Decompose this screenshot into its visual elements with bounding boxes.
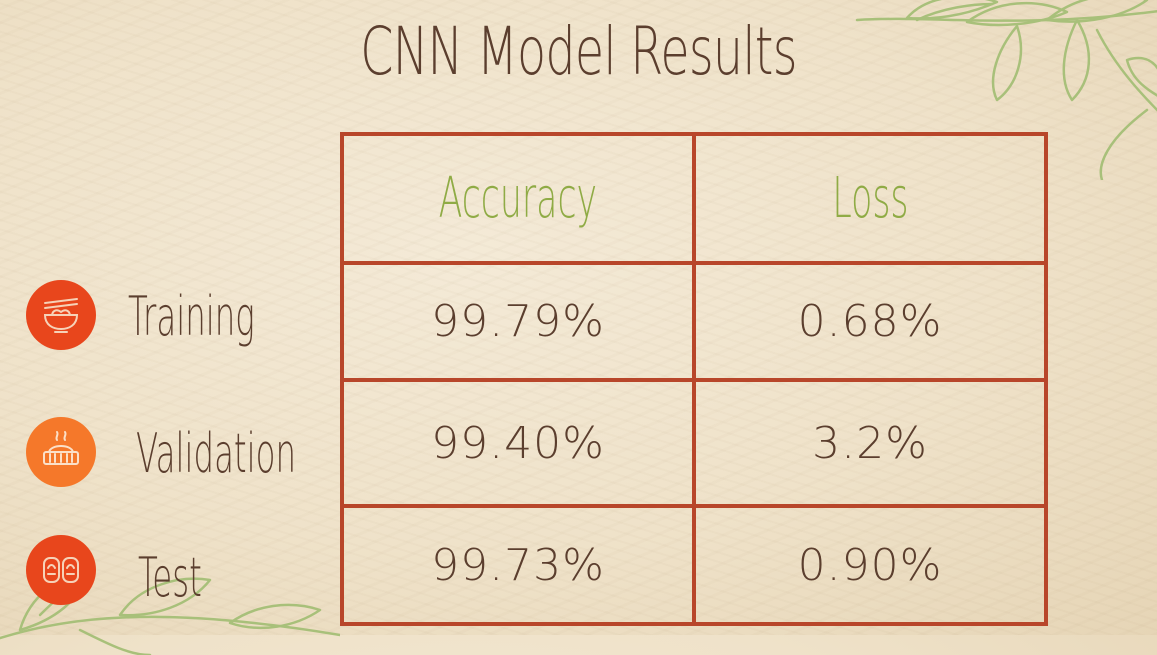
table-cell: 0.68% <box>696 265 1044 378</box>
validation-loss: 3.2% <box>812 417 928 469</box>
header-cell-accuracy: Accuracy <box>344 136 692 261</box>
row-label-training: Training <box>128 284 255 348</box>
slide-title: CNN Model Results <box>360 13 797 90</box>
training-loss: 0.68% <box>797 296 943 347</box>
results-table: Accuracy Loss 99.79% 0.68% 99.40% 3.2% 9… <box>340 132 1048 626</box>
table-cell: 0.90% <box>696 508 1044 622</box>
validation-accuracy: 99.40% <box>431 417 605 469</box>
row-label-test: Test <box>138 545 202 609</box>
header-cell-loss: Loss <box>696 136 1044 261</box>
test-accuracy: 99.73% <box>431 539 605 591</box>
dumpling-basket-icon <box>26 417 96 487</box>
noodle-bowl-icon <box>26 280 96 350</box>
table-cell: 99.73% <box>344 508 692 622</box>
table-row-divider <box>340 378 1048 382</box>
table-cell: 99.79% <box>344 265 692 378</box>
table-row-divider <box>340 261 1048 265</box>
parchment-background <box>0 0 1157 635</box>
row-label-validation: Validation <box>136 421 296 485</box>
header-accuracy: Accuracy <box>438 166 598 231</box>
table-row-divider <box>340 504 1048 508</box>
training-accuracy: 99.79% <box>431 296 605 347</box>
table-cell: 3.2% <box>696 382 1044 504</box>
header-loss: Loss <box>831 166 909 231</box>
leaf-branch-decoration-top <box>855 0 1157 180</box>
test-loss: 0.90% <box>797 539 943 591</box>
table-cell: 99.40% <box>344 382 692 504</box>
dumplings-icon <box>26 535 96 605</box>
